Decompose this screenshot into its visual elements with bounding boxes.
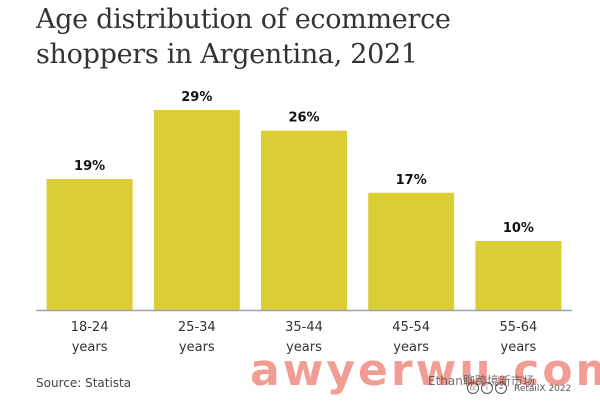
chart-title: Age distribution of ecommerce shoppers i… [36,4,451,70]
bar-18-24 [46,178,133,310]
x-tick-label: 18-24 [71,320,109,335]
data-label: 17% [396,173,427,188]
data-label: 10% [503,221,534,236]
x-tick-label: 35-44 [285,320,323,335]
creative-commons-icons: cc i = [467,382,507,394]
cc-icon: cc [467,382,479,394]
x-tick-label: years [286,340,322,355]
attribution-icon: i [481,382,493,394]
x-tick-label: 55-64 [500,320,538,335]
watermark-subtext: Ethan聊跨境新市场 [428,374,535,388]
x-tick-label: years [72,340,108,355]
copyright-note: RetailX 2022 [514,384,572,394]
data-label: 19% [74,159,105,174]
x-tick-label: years [501,340,537,355]
no-derivatives-icon: = [495,382,507,394]
bar-25-34 [153,110,240,310]
watermark-text: awyerwu.com [250,345,600,396]
bar-35-44 [261,130,347,310]
x-tick-label: years [393,340,429,355]
bar-55-64 [475,241,562,310]
bar-45-54 [368,192,455,310]
source-note: Source: Statista [36,376,132,390]
data-label: 29% [181,90,212,105]
data-label: 26% [288,111,319,126]
x-tick-label: 45-54 [392,320,430,335]
x-tick-label: years [179,340,215,355]
x-tick-label: 25-34 [178,320,216,335]
